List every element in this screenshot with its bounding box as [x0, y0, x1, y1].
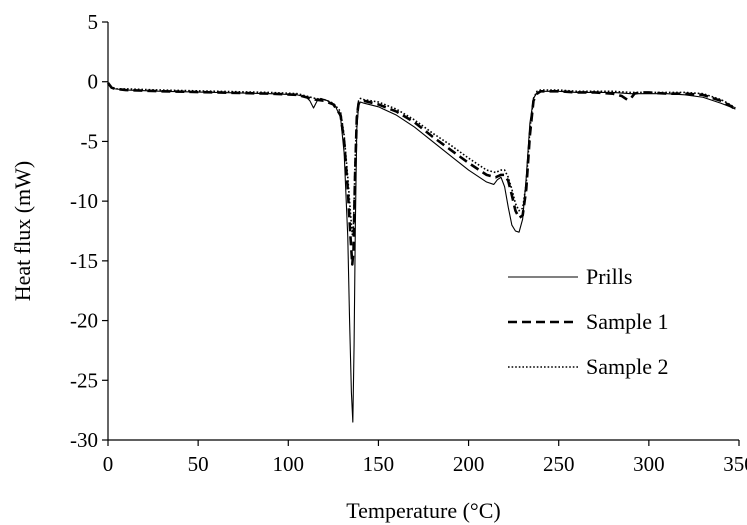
- x-tick-label: 250: [543, 452, 575, 476]
- series-line-2: [108, 83, 735, 265]
- x-axis-title: Temperature (°C): [346, 498, 500, 523]
- y-axis-title: Heat flux (mW): [10, 161, 35, 302]
- y-tick-label: -25: [70, 368, 98, 392]
- legend-label-1: Prills: [586, 264, 632, 289]
- x-tick-label: 0: [103, 452, 114, 476]
- x-tick-label: 300: [633, 452, 665, 476]
- legend: Prills Sample 1 Sample 2: [508, 264, 669, 379]
- x-tick-label: 350: [723, 452, 747, 476]
- y-tick-label: -30: [70, 428, 98, 452]
- y-ticks: 5 0 -5 -10 -15 -20 -25 -30: [70, 10, 108, 452]
- y-tick-label: 5: [88, 10, 99, 34]
- y-tick-label: -10: [70, 189, 98, 213]
- y-tick-label: -15: [70, 249, 98, 273]
- x-tick-label: 100: [273, 452, 305, 476]
- x-ticks: 0 50 100 150 200 250 300 350: [103, 440, 747, 476]
- legend-label-2: Sample 1: [586, 309, 669, 334]
- legend-label-3: Sample 2: [586, 354, 669, 379]
- x-tick-label: 50: [188, 452, 209, 476]
- x-tick-label: 200: [453, 452, 485, 476]
- y-tick-label: -20: [70, 309, 98, 333]
- y-tick-label: 0: [88, 70, 99, 94]
- plot-area: 50-5-10-15-20-25-30 0 50 100 150 200 250 300 35…: [70, 10, 747, 476]
- series-line-3: [108, 83, 735, 235]
- x-tick-label: 150: [363, 452, 395, 476]
- y-tick-label: -5: [81, 129, 99, 153]
